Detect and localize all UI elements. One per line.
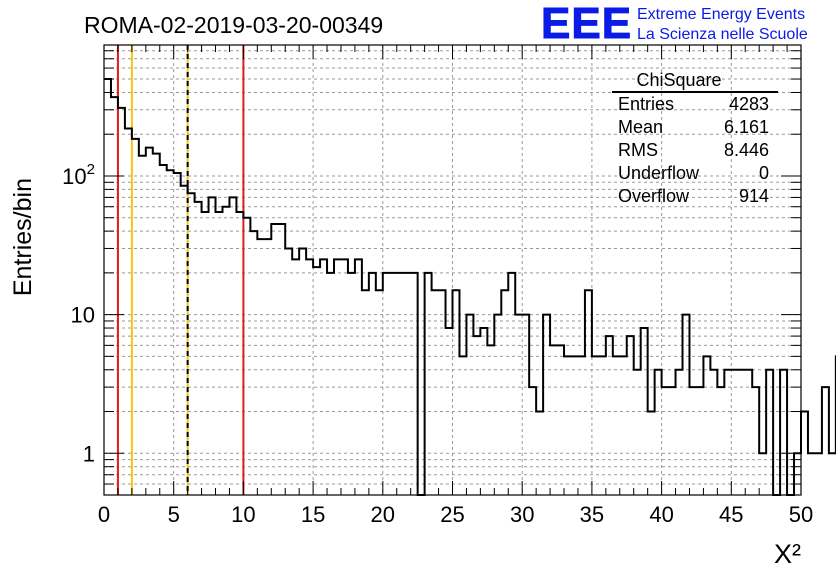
chart-title: ROMA-02-2019-03-20-00349: [84, 12, 383, 38]
grid-lines: [104, 45, 801, 495]
x-tick-label: 40: [649, 502, 673, 527]
stats-row-label: Mean: [618, 117, 663, 137]
x-axis-label: X²: [774, 539, 801, 569]
x-tick-labels: 0 5 10 15 20 25 30 35 40 45 50: [98, 502, 813, 527]
stats-row-label: Underflow: [618, 163, 700, 183]
stats-row-label: RMS: [618, 140, 658, 160]
stats-title: ChiSquare: [636, 70, 721, 90]
plot-frame: [103, 44, 802, 496]
x-tick-label: 25: [440, 502, 464, 527]
x-tick-label: 20: [371, 502, 395, 527]
histogram-series: [104, 78, 836, 496]
x-tick-label: 5: [168, 502, 180, 527]
x-tick-label: 30: [510, 502, 534, 527]
x-tick-label: 50: [789, 502, 813, 527]
stats-row-value: 4283: [729, 94, 769, 114]
eee-logo-mark: EEE: [541, 0, 632, 48]
stats-box: ChiSquare Entries 4283 Mean 6.161 RMS 8.446 Un…: [612, 70, 778, 206]
x-tick-label: 0: [98, 502, 110, 527]
stats-row-value: 8.446: [724, 140, 769, 160]
y-tick-labels: 1 10 102: [62, 161, 95, 466]
eee-logo-line2: La Scienza nelle Scuole: [637, 26, 808, 43]
eee-logo-line1: Extreme Energy Events: [637, 6, 805, 23]
stats-row-label: Overflow: [618, 186, 690, 206]
reference-lines: [116, 45, 245, 495]
eee-logo: EEE Extreme Energy Events La Scienza nel…: [541, 0, 808, 49]
y-tick-label: 102: [62, 161, 95, 189]
stats-row-value: 914: [739, 186, 769, 206]
stats-row-value: 0: [759, 163, 769, 183]
x-tick-label: 45: [719, 502, 743, 527]
axis-ticks: [103, 45, 802, 495]
stats-row-label: Entries: [618, 94, 674, 114]
y-axis-label: Entries/bin: [9, 178, 37, 296]
x-tick-label: 35: [580, 502, 604, 527]
x-tick-label: 15: [301, 502, 325, 527]
y-tick-label: 10: [71, 303, 95, 328]
y-tick-label: 1: [83, 441, 95, 466]
x-tick-label: 10: [231, 502, 255, 527]
stats-row-value: 6.161: [724, 117, 769, 137]
